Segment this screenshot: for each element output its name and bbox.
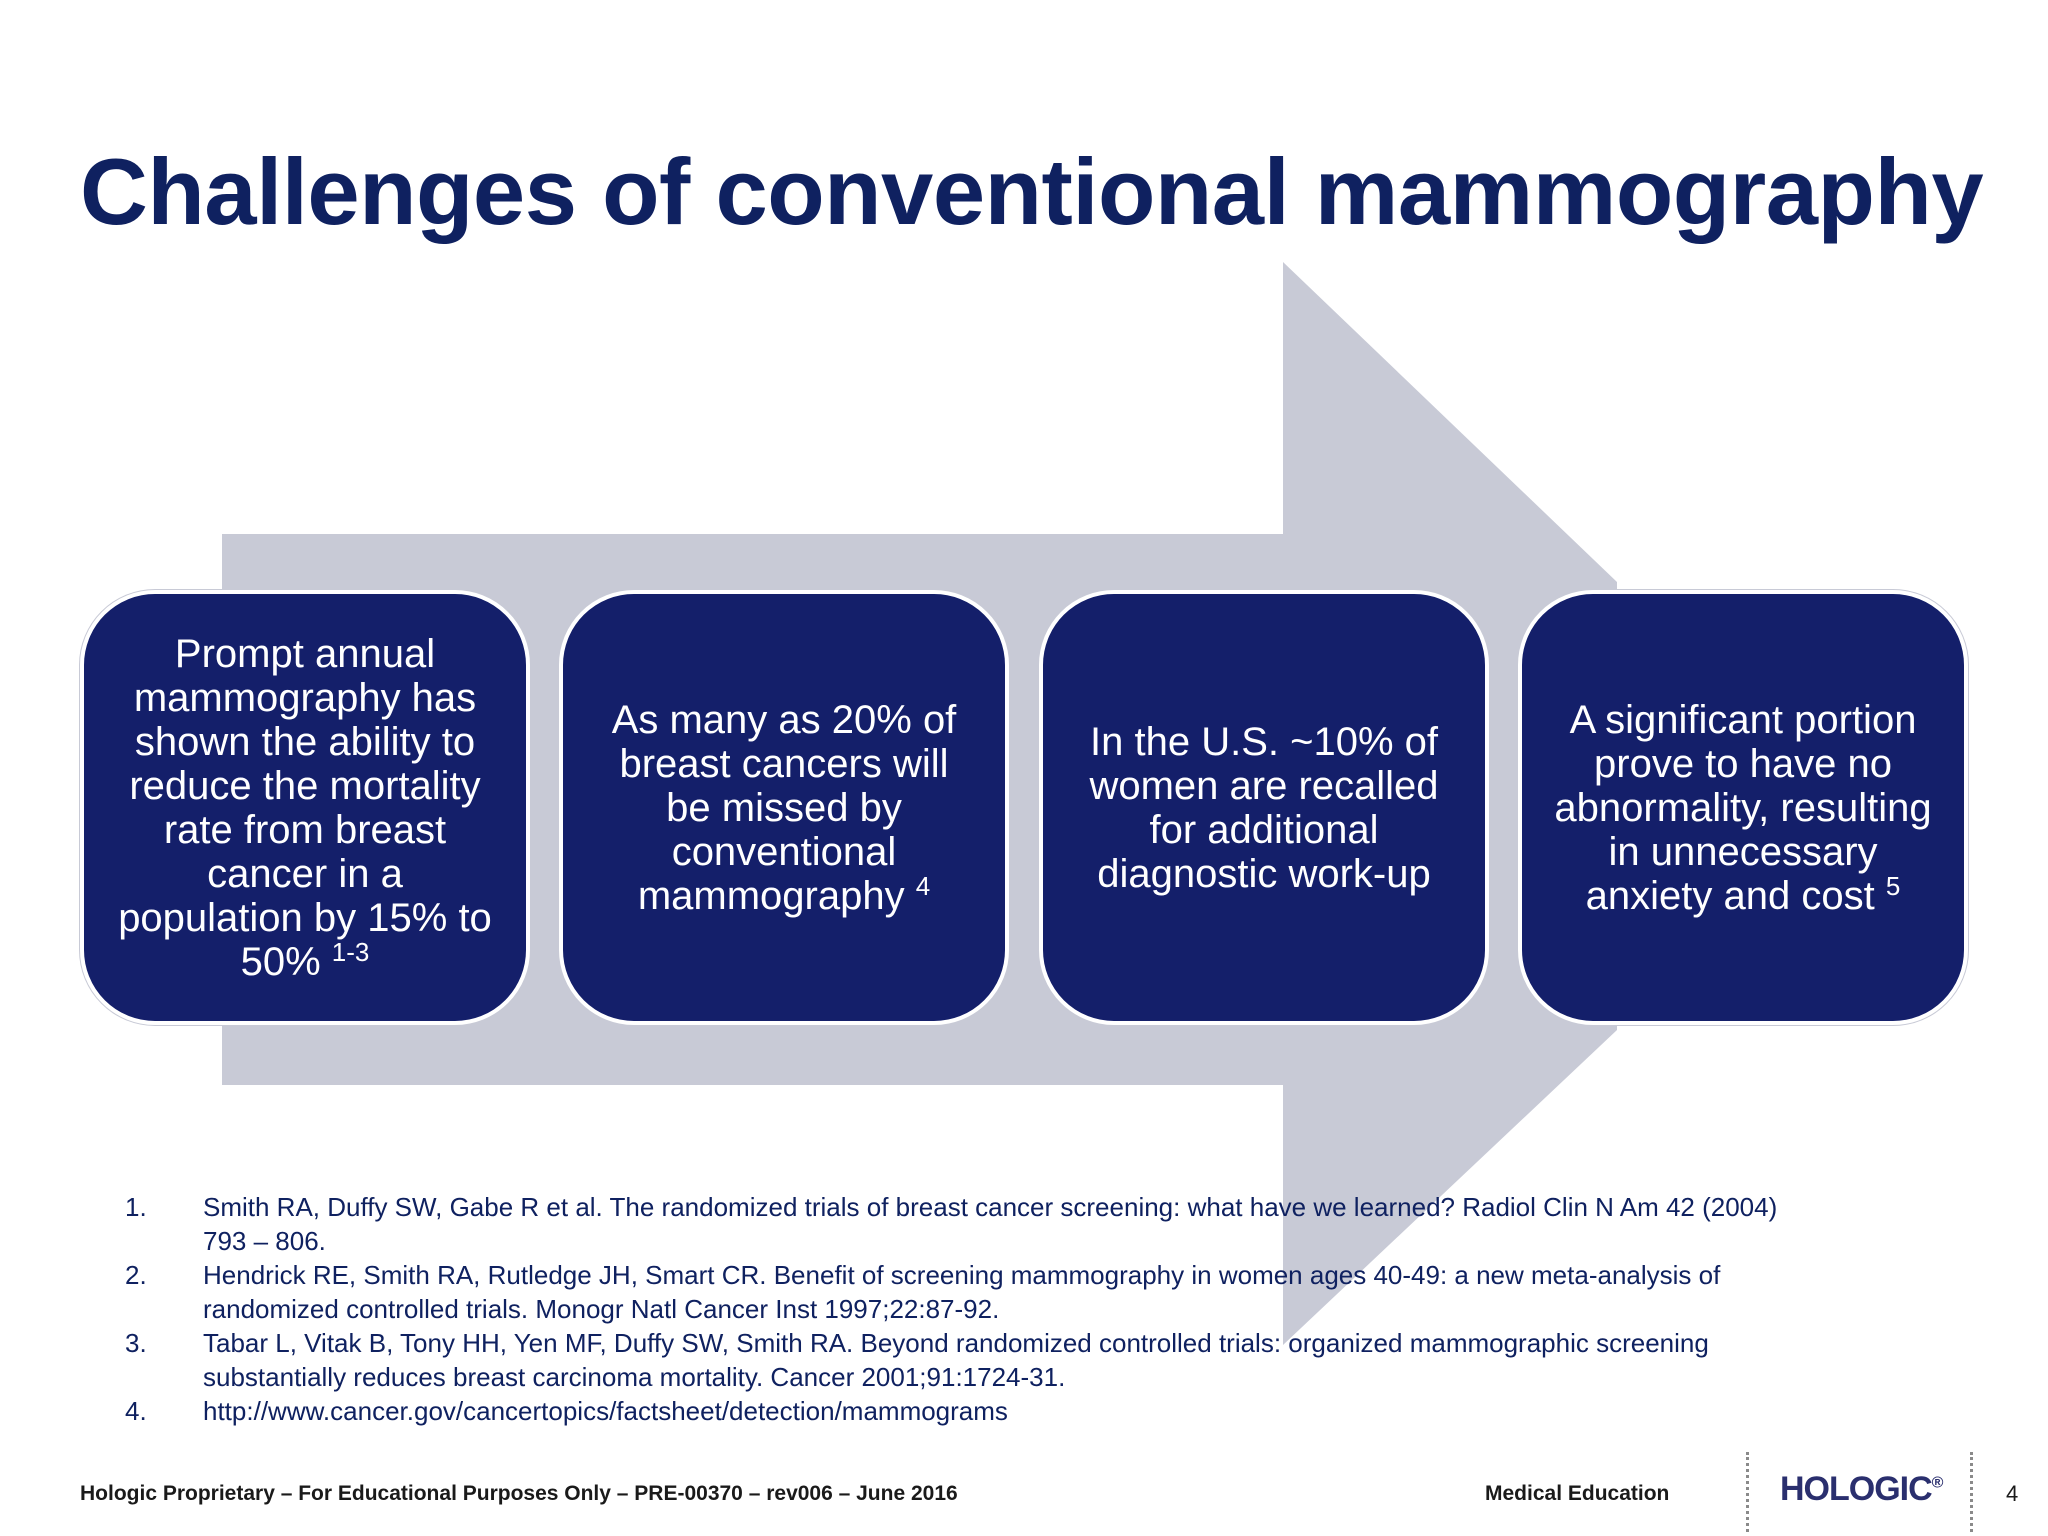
reference-item: 1. Smith RA, Duffy SW, Gabe R et al. The… xyxy=(125,1190,1825,1258)
page-number: 4 xyxy=(2006,1481,2019,1506)
challenge-text-4: A significant portion prove to have no a… xyxy=(1554,697,1932,918)
footer-section-label: Medical Education xyxy=(1485,1482,1670,1505)
footer-proprietary-note: Hologic Proprietary – For Educational Pu… xyxy=(80,1482,958,1505)
reference-item: 3. Tabar L, Vitak B, Tony HH, Yen MF, Du… xyxy=(125,1326,1825,1394)
footer-divider xyxy=(1970,1452,1973,1532)
challenge-box-3: In the U.S. ~10% of women are recalled f… xyxy=(1039,590,1489,1025)
reference-number: 1. xyxy=(125,1192,147,1222)
reference-number: 2. xyxy=(125,1260,147,1290)
reference-text: Smith RA, Duffy SW, Gabe R et al. The ra… xyxy=(203,1192,1778,1256)
reference-item: 4. http://www.cancer.gov/cancertopics/fa… xyxy=(125,1394,1825,1428)
challenge-text-3: In the U.S. ~10% of women are recalled f… xyxy=(1089,719,1439,896)
challenge-text-2: As many as 20% of breast cancers will be… xyxy=(611,697,957,918)
references-list: 1. Smith RA, Duffy SW, Gabe R et al. The… xyxy=(125,1190,1825,1428)
footer-divider xyxy=(1746,1452,1749,1532)
challenge-text-1: Prompt annual mammography has shown the … xyxy=(118,631,492,984)
reference-text: Tabar L, Vitak B, Tony HH, Yen MF, Duffy… xyxy=(203,1328,1709,1392)
citation-sup-2: 4 xyxy=(915,870,931,901)
reference-link[interactable]: http://www.cancer.gov/cancertopics/facts… xyxy=(203,1396,1008,1426)
challenge-box-2: As many as 20% of breast cancers will be… xyxy=(559,590,1009,1025)
reference-text: Hendrick RE, Smith RA, Rutledge JH, Smar… xyxy=(203,1260,1721,1324)
logo-registered-mark: ® xyxy=(1931,1474,1944,1492)
citation-sup-4: 5 xyxy=(1885,870,1901,901)
challenge-box-4: A significant portion prove to have no a… xyxy=(1518,590,1968,1025)
reference-item: 2. Hendrick RE, Smith RA, Rutledge JH, S… xyxy=(125,1258,1825,1326)
reference-number: 4. xyxy=(125,1396,147,1426)
reference-number: 3. xyxy=(125,1328,147,1358)
challenge-box-1: Prompt annual mammography has shown the … xyxy=(80,590,530,1025)
citation-sup-1: 1-3 xyxy=(331,936,370,967)
hologic-logo: HOLOGIC® xyxy=(1780,1470,1944,1508)
slide-title: Challenges of conventional mammography xyxy=(80,139,1984,244)
